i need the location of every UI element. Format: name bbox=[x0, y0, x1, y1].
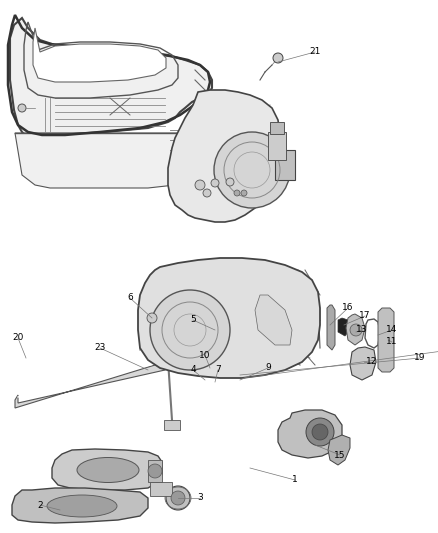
Circle shape bbox=[350, 324, 362, 336]
Polygon shape bbox=[33, 28, 166, 82]
Text: 3: 3 bbox=[197, 494, 203, 503]
Bar bbox=[268, 132, 286, 160]
Text: 23: 23 bbox=[94, 343, 106, 352]
Polygon shape bbox=[12, 488, 148, 523]
Text: 17: 17 bbox=[359, 311, 371, 320]
Circle shape bbox=[18, 104, 26, 112]
Polygon shape bbox=[328, 435, 350, 465]
Text: 6: 6 bbox=[127, 294, 133, 303]
Polygon shape bbox=[278, 410, 342, 458]
Circle shape bbox=[171, 491, 185, 505]
Text: 12: 12 bbox=[366, 358, 378, 367]
Circle shape bbox=[226, 178, 234, 186]
Polygon shape bbox=[350, 347, 376, 380]
Text: 15: 15 bbox=[334, 450, 346, 459]
Bar bbox=[270, 122, 284, 134]
Circle shape bbox=[166, 486, 190, 510]
Polygon shape bbox=[327, 305, 335, 350]
Polygon shape bbox=[52, 449, 162, 490]
Bar bbox=[150, 482, 172, 496]
Circle shape bbox=[234, 190, 240, 196]
Bar bbox=[148, 460, 162, 482]
Text: 1: 1 bbox=[292, 475, 298, 484]
Text: 9: 9 bbox=[265, 364, 271, 373]
Text: 19: 19 bbox=[414, 353, 426, 362]
Circle shape bbox=[148, 464, 162, 478]
Ellipse shape bbox=[47, 495, 117, 517]
Circle shape bbox=[203, 189, 211, 197]
Text: 10: 10 bbox=[199, 351, 211, 359]
Polygon shape bbox=[255, 295, 292, 345]
Polygon shape bbox=[378, 308, 394, 372]
Circle shape bbox=[150, 290, 230, 370]
Circle shape bbox=[214, 132, 290, 208]
Text: 2: 2 bbox=[37, 500, 43, 510]
Text: 16: 16 bbox=[342, 303, 354, 312]
Bar bbox=[275, 150, 295, 180]
Circle shape bbox=[273, 53, 283, 63]
Ellipse shape bbox=[77, 457, 139, 482]
Text: 21: 21 bbox=[309, 47, 321, 56]
Text: 5: 5 bbox=[190, 316, 196, 325]
Circle shape bbox=[306, 418, 334, 446]
Polygon shape bbox=[346, 314, 365, 345]
Polygon shape bbox=[15, 360, 165, 408]
Polygon shape bbox=[15, 133, 205, 188]
Circle shape bbox=[195, 180, 205, 190]
Text: 11: 11 bbox=[386, 337, 398, 346]
Text: 14: 14 bbox=[386, 326, 398, 335]
Bar bbox=[164, 420, 180, 430]
Polygon shape bbox=[10, 18, 212, 135]
Text: 7: 7 bbox=[215, 366, 221, 375]
Polygon shape bbox=[138, 258, 320, 378]
Polygon shape bbox=[338, 318, 348, 336]
Text: 13: 13 bbox=[356, 326, 368, 335]
Text: 4: 4 bbox=[190, 366, 196, 375]
Circle shape bbox=[147, 313, 157, 323]
Circle shape bbox=[211, 179, 219, 187]
Circle shape bbox=[241, 190, 247, 196]
Polygon shape bbox=[168, 90, 280, 222]
Circle shape bbox=[312, 424, 328, 440]
Text: 20: 20 bbox=[12, 334, 24, 343]
